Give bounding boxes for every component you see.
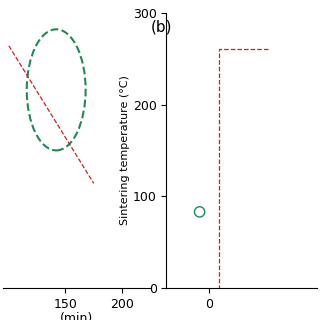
Point xyxy=(197,209,202,214)
Y-axis label: Sintering temperature (°C): Sintering temperature (°C) xyxy=(120,76,130,225)
X-axis label: (min): (min) xyxy=(60,312,93,320)
Text: (b): (b) xyxy=(150,19,172,34)
